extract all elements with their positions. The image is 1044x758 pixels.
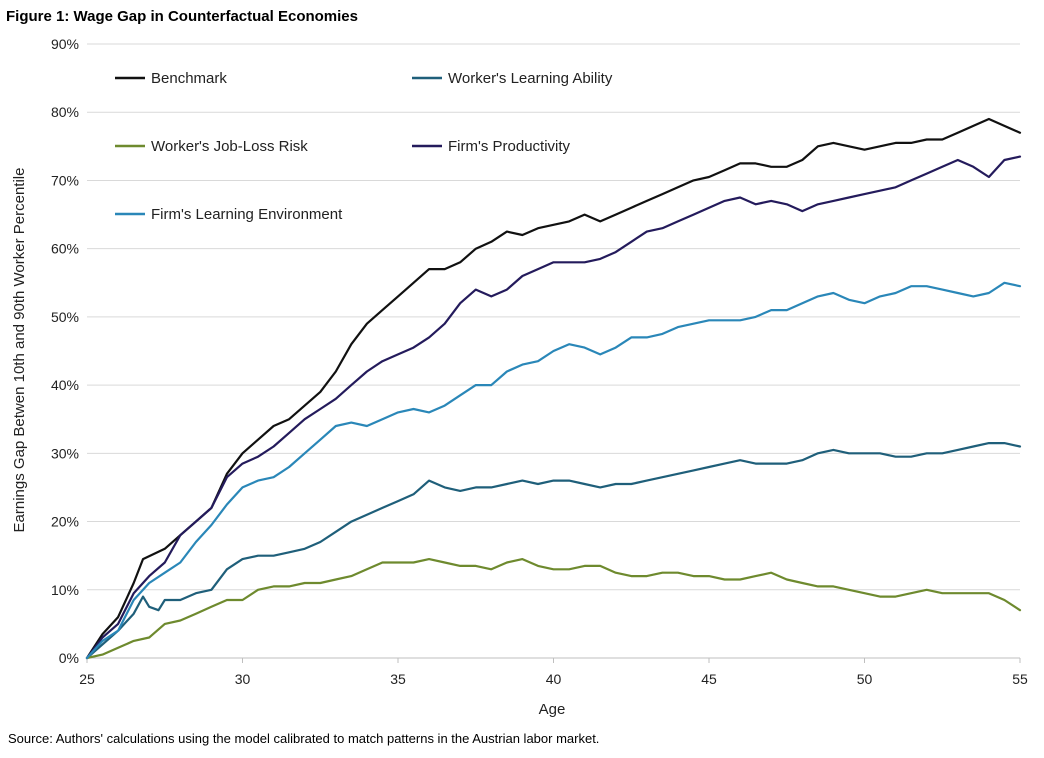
series-line-worker-s-job-loss-risk <box>85 558 1022 660</box>
y-tick-label: 70% <box>51 172 79 188</box>
y-tick-label: 20% <box>51 514 79 530</box>
x-tick-label: 45 <box>701 671 717 687</box>
y-axis-label: Earnings Gap Betwen 10th and 90th Worker… <box>11 168 28 533</box>
x-axis-label: Age <box>539 701 566 718</box>
x-tick-label: 40 <box>546 671 562 687</box>
legend-label-firm-s-productivity: Firm's Productivity <box>448 138 571 155</box>
legend-label-worker-s-learning-ability: Worker's Learning Ability <box>448 70 613 87</box>
x-tick-label: 55 <box>1012 671 1028 687</box>
x-tick-label: 25 <box>79 671 95 687</box>
x-tick-label: 50 <box>857 671 873 687</box>
y-tick-label: 50% <box>51 309 79 325</box>
series-line-worker-s-learning-ability <box>85 442 1022 660</box>
legend-label-firm-s-learning-environment: Firm's Learning Environment <box>151 206 343 223</box>
x-tick-label: 35 <box>390 671 406 687</box>
series-line-firm-s-productivity <box>85 155 1022 660</box>
series-lines <box>85 117 1022 660</box>
y-tick-label: 10% <box>51 582 79 598</box>
series-line-benchmark <box>85 117 1022 660</box>
axes: 0% 10% 20% 30% 40% 50% 60% 70% 80% 90% 25 30 35 40 45 5… <box>51 36 1028 687</box>
y-tick-label: 0% <box>59 650 79 666</box>
series-line-firm-s-learning-environment <box>85 281 1022 660</box>
y-tick-label: 40% <box>51 377 79 393</box>
figure-title: Figure 1: Wage Gap in Counterfactual Eco… <box>6 8 358 25</box>
y-tick-label: 90% <box>51 36 79 52</box>
y-tick-label: 80% <box>51 104 79 120</box>
y-tick-label: 60% <box>51 241 79 257</box>
legend-label-benchmark: Benchmark <box>151 70 227 87</box>
y-tick-label: 30% <box>51 445 79 461</box>
legend-label-worker-s-job-loss-risk: Worker's Job-Loss Risk <box>151 138 308 155</box>
x-tick-label: 30 <box>235 671 251 687</box>
legend: Benchmark Worker's Learning Ability Worker… <box>115 70 613 223</box>
source-note: Source: Authors' calculations using the … <box>8 731 600 746</box>
